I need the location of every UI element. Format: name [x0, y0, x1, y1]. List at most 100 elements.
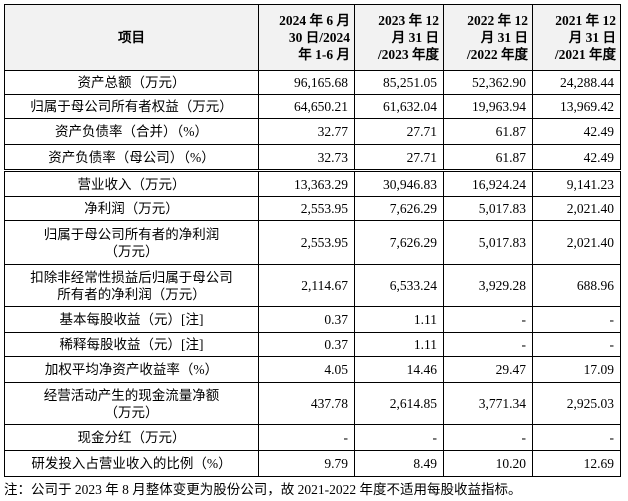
header-cell: 2024 年 6 月 30 日/2024 年 1-6 月 [258, 4, 355, 71]
label-cell: 研发投入占营业收入的比例（%） [4, 450, 259, 477]
value-cell: 19,963.94 [443, 94, 533, 119]
header-cell: 2021 年 12 月 31 日/2021 年度 [532, 4, 621, 71]
value-cell: 1.11 [354, 306, 444, 333]
value-cell: 17.09 [532, 356, 621, 383]
table-row: 资产总额（万元） 96,165.68 85,251.05 52,362.90 24,28… [4, 70, 621, 95]
value-cell: 9.79 [258, 450, 355, 477]
cell-line: 2022 年 12 [467, 13, 528, 28]
cell-line: 扣除非经常性损益后归属于母公司 [30, 269, 233, 285]
label-cell: 资产总额（万元） [4, 70, 259, 95]
table-row: 稀释每股收益（元）[注] 0.37 1.11- - [4, 332, 621, 357]
value-cell: - [443, 332, 533, 357]
label-cell: 净利润（万元） [4, 196, 259, 221]
value-cell: 30,946.83 [354, 170, 444, 197]
value-cell: 7,626.29 [354, 196, 444, 221]
table-row: 研发投入占营业收入的比例（%） 9.79 8.49 10.20 12.69 [4, 450, 621, 477]
value-cell: 13,969.42 [532, 94, 621, 119]
label-cell: 扣除非经常性损益后归属于母公司 所有者的净利润（万元） [4, 264, 259, 307]
cell-line: 经营活动产生的现金流量净额 [43, 387, 220, 403]
value-cell: 2,021.40 [532, 196, 621, 221]
value-cell: - [258, 424, 355, 451]
value-cell: 437.78 [258, 382, 355, 425]
header-row: 项目 2024 年 6 月 30 日/2024 年 1-6 月 2023 年 12 月 3… [4, 4, 621, 71]
value-cell: 2,553.95 [258, 196, 355, 221]
cell-line: 稀释每股收益（元）[注] [59, 337, 204, 352]
table-row: 扣除非经常性损益后归属于母公司 所有者的净利润（万元） 2,114.67 6,533.… [4, 264, 621, 307]
value-cell: 10.20 [443, 450, 533, 477]
value-cell: 42.49 [532, 118, 621, 145]
value-cell: 52,362.90 [443, 70, 533, 95]
cell-line: 2021 年 12 [555, 13, 616, 28]
label-cell: 加权平均净资产收益率（%） [4, 356, 259, 383]
value-cell: 61,632.04 [354, 94, 444, 119]
header-cell: 2023 年 12 月 31 日/2023 年度 [354, 4, 444, 71]
table-row: 加权平均净资产收益率（%） 4.05 14.46 29.47 17.09 [4, 356, 621, 383]
label-cell: 经营活动产生的现金流量净额 （万元） [4, 382, 259, 425]
value-cell: 2,553.95 [258, 220, 355, 265]
value-cell: 24,288.44 [532, 70, 621, 95]
table-row: 净利润（万元） 2,553.95 7,626.29 5,017.83 2,021.40 [4, 196, 621, 221]
data-table: 项目 2024 年 6 月 30 日/2024 年 1-6 月 2023 年 12 月 3… [4, 4, 621, 477]
value-cell: 61.87 [443, 144, 533, 172]
cell-line: （万元） [104, 404, 159, 420]
value-cell: 4.05 [258, 356, 355, 383]
cell-line: 2023 年 12 [378, 13, 439, 28]
value-cell: 32.73 [258, 144, 355, 172]
value-cell: 85,251.05 [354, 70, 444, 95]
table-body: 项目 2024 年 6 月 30 日/2024 年 1-6 月 2023 年 12 月 3… [4, 4, 621, 477]
value-cell: 0.37 [258, 306, 355, 333]
value-cell: - [532, 332, 621, 357]
value-cell: 14.46 [354, 356, 444, 383]
label-cell: 稀释每股收益（元）[注] [4, 332, 259, 357]
label-cell: 资产负债率（合并）（%） [4, 118, 259, 145]
value-cell: - [443, 306, 533, 333]
cell-line: 基本每股收益（元）[注] [59, 312, 204, 327]
cell-line: 资产负债率（母公司）（%） [48, 149, 215, 165]
value-cell: 61.87 [443, 118, 533, 145]
value-cell: 27.71 [354, 118, 444, 145]
value-cell: 1.11 [354, 332, 444, 357]
cell-line: 项目 [118, 30, 145, 45]
value-cell: 13,363.29 [258, 170, 355, 197]
value-cell: 2,925.03 [532, 382, 621, 425]
value-cell: 3,771.34 [443, 382, 533, 425]
value-cell: 2,021.40 [532, 220, 621, 265]
label-cell: 资产负债率（母公司）（%） [4, 144, 259, 172]
cell-line: 2024 年 6 月 [279, 13, 350, 28]
cell-line: 现金分红（万元） [77, 430, 186, 445]
cell-line: /2021 年度 [554, 47, 616, 62]
value-cell: 29.47 [443, 356, 533, 383]
cell-line: 30 日/2024 [288, 30, 350, 45]
label-cell: 基本每股收益（元）[注] [4, 306, 259, 333]
cell-line: 研发投入占营业收入的比例（%） [31, 456, 232, 471]
value-cell: 3,929.28 [443, 264, 533, 307]
cell-line: 归属于母公司所有者的净利润 [43, 226, 220, 242]
value-cell: 96,165.68 [258, 70, 355, 95]
value-cell: 2,614.85 [354, 382, 444, 425]
cell-line: 年 1-6 月 [298, 47, 350, 62]
value-cell: 8.49 [354, 450, 444, 477]
cell-line: 月 31 日 [568, 30, 616, 45]
value-cell: - [443, 424, 533, 451]
value-cell: 9,141.23 [532, 170, 621, 197]
footnote: 注：公司于 2023 年 8 月整体变更为股份公司，故 2021-2022 年度… [4, 482, 522, 497]
value-cell: 0.37 [258, 332, 355, 357]
cell-line: 所有者的净利润（万元） [57, 286, 206, 302]
value-cell: - [532, 424, 621, 451]
value-cell: 64,650.21 [258, 94, 355, 119]
cell-line: 资产总额（万元） [77, 75, 186, 90]
table-row: 基本每股收益（元）[注] 0.37 1.11- - [4, 306, 621, 333]
table-row: 资产负债率（母公司）（%） 32.73 27.71 61.87 42.49 [4, 144, 621, 172]
cell-line: /2022 年度 [466, 47, 528, 62]
value-cell: 7,626.29 [354, 220, 444, 265]
value-cell: 42.49 [532, 144, 621, 172]
cell-line: 资产负债率（合并）（%） [55, 124, 208, 139]
table-row: 经营活动产生的现金流量净额 （万元） 437.78 2,614.85 3,771.34 2… [4, 382, 621, 425]
value-cell: - [532, 306, 621, 333]
cell-line: 月 31 日 [391, 30, 439, 45]
value-cell: - [354, 424, 444, 451]
value-cell: 32.77 [258, 118, 355, 145]
value-cell: 6,533.24 [354, 264, 444, 307]
table-row: 营业收入（万元） 13,363.29 30,946.83 16,924.24 9,141… [4, 170, 621, 197]
